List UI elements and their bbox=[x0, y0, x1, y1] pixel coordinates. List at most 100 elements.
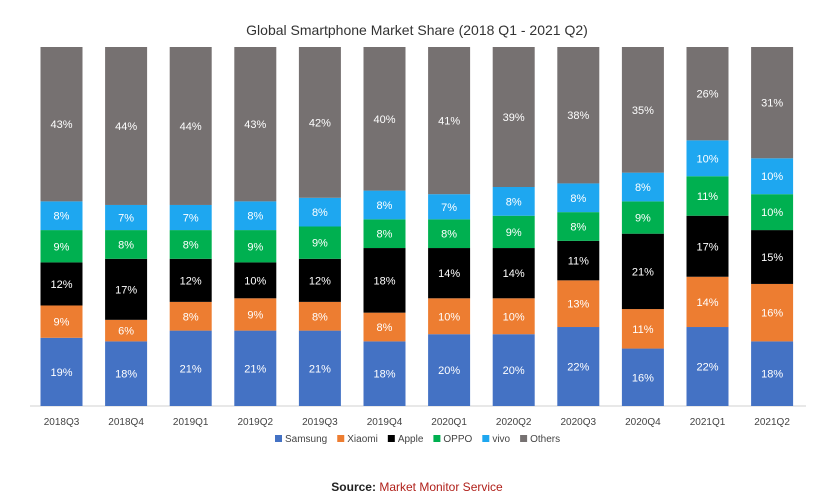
data-label-oppo-2019Q3: 9% bbox=[312, 238, 328, 250]
bar-xiaomi-2018Q3 bbox=[40, 305, 83, 338]
data-label-samsung-2020Q2: 20% bbox=[503, 365, 525, 377]
bar-vivo-2019Q2 bbox=[234, 201, 277, 231]
bar-others-2020Q4 bbox=[621, 47, 664, 173]
bar-others-2019Q2 bbox=[234, 47, 277, 202]
bar-samsung-2019Q4 bbox=[363, 341, 406, 406]
bar-others-2018Q3 bbox=[40, 47, 83, 202]
legend-label-oppo: OPPO bbox=[443, 434, 472, 445]
data-label-samsung-2020Q4: 16% bbox=[632, 372, 654, 384]
data-label-others-2019Q3: 42% bbox=[309, 117, 331, 129]
legend-swatch-xiaomi bbox=[337, 435, 345, 442]
bar-xiaomi-2019Q2 bbox=[234, 298, 277, 331]
bar-apple-2018Q3 bbox=[40, 262, 83, 306]
x-tick-labels: 2018Q3 2018Q4 2019Q1 2019Q2 2019Q3 2019Q4 2020… bbox=[44, 417, 791, 428]
x-tick-label: 2018Q4 bbox=[108, 417, 144, 428]
bar-vivo-2021Q1 bbox=[686, 140, 729, 177]
data-label-apple-2019Q3: 12% bbox=[309, 275, 331, 287]
bar-oppo-2020Q3 bbox=[557, 212, 600, 241]
bar-others-2019Q4 bbox=[363, 47, 406, 191]
bar-vivo-2018Q4 bbox=[105, 204, 148, 231]
bar-xiaomi-2019Q1 bbox=[169, 301, 212, 331]
bar-xiaomi-2019Q4 bbox=[363, 312, 406, 342]
data-label-apple-2020Q3: 11% bbox=[568, 256, 589, 268]
data-label-others-2018Q3: 43% bbox=[50, 119, 72, 131]
bar-others-2020Q1 bbox=[428, 47, 471, 195]
data-label-samsung-2021Q2: 18% bbox=[761, 369, 783, 381]
bar-xiaomi-2021Q1 bbox=[686, 276, 729, 328]
legend-label-samsung: Samsung bbox=[285, 434, 327, 445]
source-value: Market Monitor Service bbox=[379, 480, 503, 494]
bar-xiaomi-2020Q3 bbox=[557, 280, 600, 328]
data-label-oppo-2018Q3: 9% bbox=[54, 241, 70, 253]
data-label-others-2021Q1: 26% bbox=[696, 89, 718, 101]
bar-apple-2020Q1 bbox=[428, 248, 471, 299]
data-label-apple-2019Q2: 10% bbox=[244, 275, 266, 287]
data-label-apple-2020Q4: 21% bbox=[632, 266, 654, 278]
data-label-xiaomi-2019Q2: 9% bbox=[247, 309, 263, 321]
bar-others-2018Q4 bbox=[105, 47, 148, 205]
bar-vivo-2019Q1 bbox=[169, 204, 212, 231]
data-label-xiaomi-2020Q3: 13% bbox=[567, 299, 589, 311]
chart-title: Global Smartphone Market Share (2018 Q1 … bbox=[246, 22, 588, 38]
bar-apple-2019Q3 bbox=[298, 258, 341, 302]
bar-oppo-2019Q1 bbox=[169, 230, 212, 259]
x-tick-label: 2021Q2 bbox=[754, 417, 790, 428]
bar-samsung-2019Q1 bbox=[169, 330, 212, 406]
bar-others-2019Q3 bbox=[298, 47, 341, 198]
data-label-oppo-2018Q4: 8% bbox=[118, 239, 134, 251]
bar-samsung-2021Q2 bbox=[751, 341, 794, 406]
data-label-samsung-2019Q3: 21% bbox=[309, 363, 331, 375]
data-label-samsung-2021Q1: 22% bbox=[696, 362, 718, 374]
data-label-apple-2018Q3: 12% bbox=[50, 279, 72, 291]
data-label-xiaomi-2020Q4: 11% bbox=[632, 324, 653, 336]
data-label-oppo-2019Q2: 9% bbox=[247, 241, 263, 253]
bar-samsung-2019Q3 bbox=[298, 330, 341, 406]
data-label-others-2019Q2: 43% bbox=[244, 119, 266, 131]
legend-swatch-samsung bbox=[275, 435, 282, 442]
data-label-xiaomi-2021Q2: 16% bbox=[761, 308, 783, 320]
data-label-oppo-2020Q2: 9% bbox=[506, 227, 522, 239]
data-label-apple-2018Q4: 17% bbox=[115, 284, 137, 296]
bar-vivo-2020Q3 bbox=[557, 183, 600, 213]
bar-samsung-2020Q3 bbox=[557, 327, 600, 406]
bars-group: 19% 9% 12% 9% 8% 43% 18% 6% 17% 8% 7% 44% 21% 8% 12% 8%… bbox=[40, 47, 794, 406]
data-label-apple-2019Q4: 18% bbox=[373, 275, 395, 287]
data-label-samsung-2020Q1: 20% bbox=[438, 365, 460, 377]
bar-oppo-2019Q2 bbox=[234, 230, 277, 263]
bar-xiaomi-2021Q2 bbox=[751, 283, 794, 342]
bar-apple-2020Q3 bbox=[557, 240, 600, 281]
bar-others-2019Q1 bbox=[169, 47, 212, 205]
bar-vivo-2020Q1 bbox=[428, 194, 471, 220]
source-note: Source: Market Monitor Service bbox=[0, 480, 834, 494]
bar-others-2021Q1 bbox=[686, 47, 729, 141]
bar-vivo-2019Q4 bbox=[363, 190, 406, 220]
legend-swatch-vivo bbox=[482, 435, 490, 442]
data-label-apple-2020Q2: 14% bbox=[503, 268, 525, 280]
bar-samsung-2020Q2 bbox=[492, 334, 535, 406]
x-tick-label: 2018Q3 bbox=[44, 417, 80, 428]
x-tick-label: 2021Q1 bbox=[690, 417, 726, 428]
data-label-vivo-2019Q1: 7% bbox=[183, 213, 199, 225]
x-tick-label: 2020Q2 bbox=[496, 417, 532, 428]
data-label-vivo-2019Q3: 8% bbox=[312, 207, 328, 219]
legend-label-vivo: vivo bbox=[492, 434, 510, 445]
bar-vivo-2020Q4 bbox=[621, 172, 664, 202]
data-label-others-2021Q2: 31% bbox=[761, 98, 783, 110]
data-label-oppo-2020Q3: 8% bbox=[570, 222, 586, 234]
bar-oppo-2021Q2 bbox=[751, 194, 794, 231]
data-label-vivo-2021Q1: 10% bbox=[696, 153, 718, 165]
bar-vivo-2021Q2 bbox=[751, 158, 794, 195]
bar-samsung-2020Q1 bbox=[428, 334, 471, 406]
bar-oppo-2019Q4 bbox=[363, 219, 406, 249]
bar-xiaomi-2020Q4 bbox=[621, 309, 664, 349]
data-label-others-2019Q4: 40% bbox=[373, 114, 395, 126]
bar-oppo-2020Q2 bbox=[492, 215, 535, 249]
bar-samsung-2019Q2 bbox=[234, 330, 277, 406]
bar-others-2021Q2 bbox=[751, 47, 794, 159]
data-label-xiaomi-2020Q1: 10% bbox=[438, 311, 460, 323]
bar-samsung-2020Q4 bbox=[621, 348, 664, 406]
bar-oppo-2019Q3 bbox=[298, 226, 341, 259]
data-label-xiaomi-2021Q1: 14% bbox=[696, 297, 718, 309]
data-label-vivo-2019Q2: 8% bbox=[247, 211, 263, 223]
data-label-samsung-2018Q4: 18% bbox=[115, 369, 137, 381]
